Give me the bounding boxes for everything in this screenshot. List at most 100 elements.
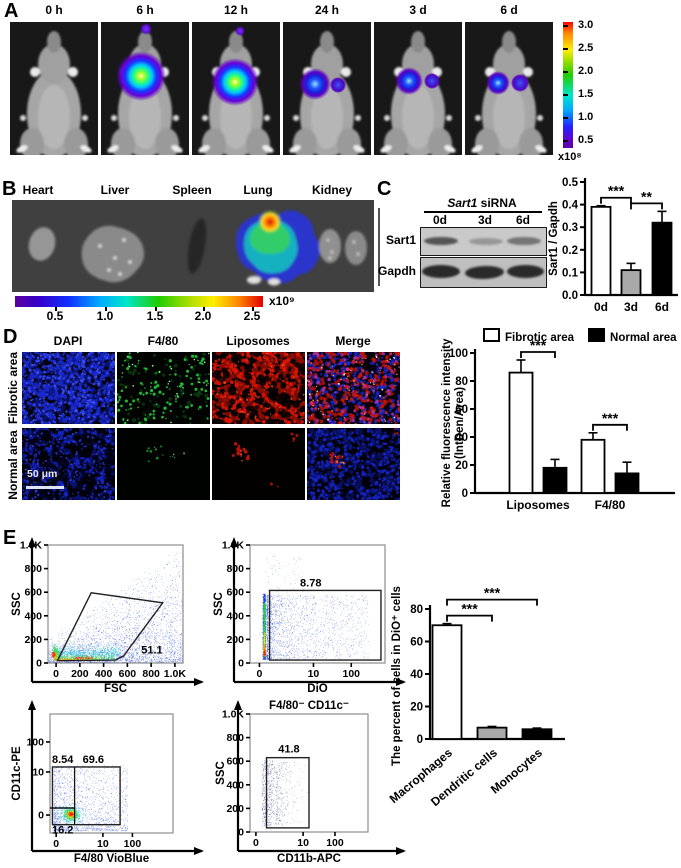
panel-b-label: B: [2, 178, 17, 200]
luminescence-signal: [330, 77, 346, 93]
colorbar-tick-mark: [563, 48, 568, 50]
y-tick-label: 0.1: [562, 267, 579, 279]
bar: [542, 466, 568, 494]
blot-title-rule: [424, 211, 542, 213]
gate-value: 51.1: [141, 645, 162, 657]
quadrant-value: 69.6: [83, 754, 104, 766]
legend-item: Fibrotic area: [483, 328, 574, 344]
organ-heart: [28, 227, 56, 261]
y-tick-label: 80: [455, 376, 468, 388]
timepoint-label: 3 d: [409, 3, 427, 17]
flow-cd11b-ssc-overlay: 1.0K 800 600 400 200 00 10 100 SSC CD11b-APC F4/80…: [215, 700, 406, 865]
bar: [431, 624, 463, 740]
blot-band: [464, 265, 505, 280]
blot-sart1: [420, 227, 547, 256]
quadrant-value: 8.54: [52, 754, 74, 766]
micrograph-fibrotic-dapi: [22, 352, 115, 424]
row-label-normal: Normal area: [6, 430, 20, 500]
y-tick-label: 0: [238, 827, 244, 839]
luminescence-signal: [424, 73, 440, 89]
dio-percent-chart: 0 20 40 60 80 The percent of cells in DiO⁺ ce…: [387, 556, 648, 868]
x-tick-label: 200: [71, 668, 89, 680]
x-tick-label: 10: [297, 837, 309, 849]
timepoint-label: 0 h: [45, 3, 63, 17]
y-tick-label: 0: [462, 488, 468, 500]
y-axis-label: The percent of cells in DiO⁺ cells: [391, 586, 403, 766]
significance-stars: ***: [461, 601, 478, 617]
colorbar-a: [563, 22, 573, 148]
x-axis-label: FSC: [104, 683, 127, 695]
bar: [521, 728, 553, 740]
y-tick-label: 800: [24, 563, 42, 575]
y-tick-label: 400: [226, 610, 244, 622]
bar: [508, 371, 534, 494]
stain-column-label: Merge: [335, 334, 371, 348]
organ-label: Kidney: [311, 183, 353, 197]
y-tick-label: 10: [32, 766, 44, 778]
stain-column-label: DAPI: [53, 334, 83, 348]
organ-photo: [12, 200, 374, 292]
y-axis-label: CD11c-PE: [11, 746, 23, 801]
y-axis-label: SSC: [215, 761, 227, 785]
y-tick-label: 0: [38, 810, 44, 822]
luminescence-signal: [486, 71, 510, 95]
significance-stars: **: [641, 188, 652, 204]
blot-band: [507, 265, 544, 278]
fluorescence-chart: 0 20 40 60 80 100 Relative fluorescence intens…: [440, 328, 681, 533]
x-category-label: 6d: [655, 300, 669, 314]
organ-kidney: [345, 231, 367, 265]
bar: [651, 221, 673, 296]
axis-arrow: [28, 700, 36, 710]
colorbar-a-tick: 2.5: [578, 42, 594, 54]
y-axis-label: Sart1 / Gapdh: [548, 201, 560, 276]
timepoint-label: 6 h: [136, 3, 154, 17]
flow-plot-cd11b-ssc: 1.0K 800 600 400 200 0 0 10 100 SSC CD11b-APC F4/80…: [212, 698, 410, 868]
x-category-label: Liposomes: [506, 498, 570, 512]
micrograph-normal-dapi: [22, 428, 115, 500]
y-tick-label: 400: [226, 779, 244, 791]
blot-row-label-gapdh: Gapdh: [378, 264, 416, 278]
y-tick-label: 800: [226, 563, 244, 575]
organ-spleen: [187, 218, 207, 274]
significance-stars: ***: [484, 585, 501, 601]
flow-plot-dio-ssc: 1.0K 800 600 400 200 0 0 10 100 SSC DiO 8.78: [212, 535, 410, 698]
x-tick-label: 800: [142, 668, 160, 680]
y-tick-label: 1.0K: [222, 540, 245, 552]
gate: [51, 766, 121, 826]
divider: [378, 208, 380, 286]
micrograph-normal-merge: [307, 428, 400, 500]
x-tick-label: 100: [326, 837, 344, 849]
y-tick-label: 600: [226, 587, 244, 599]
mouse-svg: [465, 22, 553, 160]
y-tick-label: 600: [24, 587, 42, 599]
bar: [614, 472, 640, 494]
y-tick-label: 1.0K: [20, 540, 43, 552]
legend-swatch-normal: [588, 328, 606, 342]
colorbar-b-tick: 2.5: [243, 309, 261, 323]
mouse-image-6d: [465, 22, 553, 160]
mouse-body: [16, 31, 92, 160]
blot-gapdh: [420, 257, 547, 288]
x-category-label: F4/80: [595, 498, 626, 512]
axis-arrow: [396, 847, 406, 855]
blot-band: [469, 238, 503, 245]
colorbar-tick-mark: [563, 25, 568, 27]
colorbar-tick-mark: [252, 307, 254, 311]
panel-e-label: E: [3, 527, 17, 549]
colorbar-b-tick: 2.0: [194, 309, 212, 323]
y-tick-label: 0: [417, 734, 423, 746]
y-tick-label: 100: [449, 348, 468, 360]
organ-kidney: [319, 229, 341, 263]
axis-arrow: [234, 700, 242, 710]
colorbar-tick-mark: [563, 140, 568, 142]
legend-label: Normal area: [610, 332, 677, 344]
legend-label: Fibrotic area: [505, 332, 575, 344]
sart1-gapdh-chart: 0.0 0.1 0.2 0.3 0.4 0.5 Sart1 / Gapdh 0d 3d 6d ***…: [545, 175, 681, 335]
axis-arrow: [194, 678, 204, 686]
blot-lane-label: 6d: [515, 213, 531, 227]
luminescence-signal: [140, 23, 152, 35]
colorbar-tick-mark: [563, 71, 568, 73]
y-tick-label: 40: [410, 669, 423, 681]
blot-band: [422, 265, 460, 278]
axis-arrow: [28, 537, 36, 547]
